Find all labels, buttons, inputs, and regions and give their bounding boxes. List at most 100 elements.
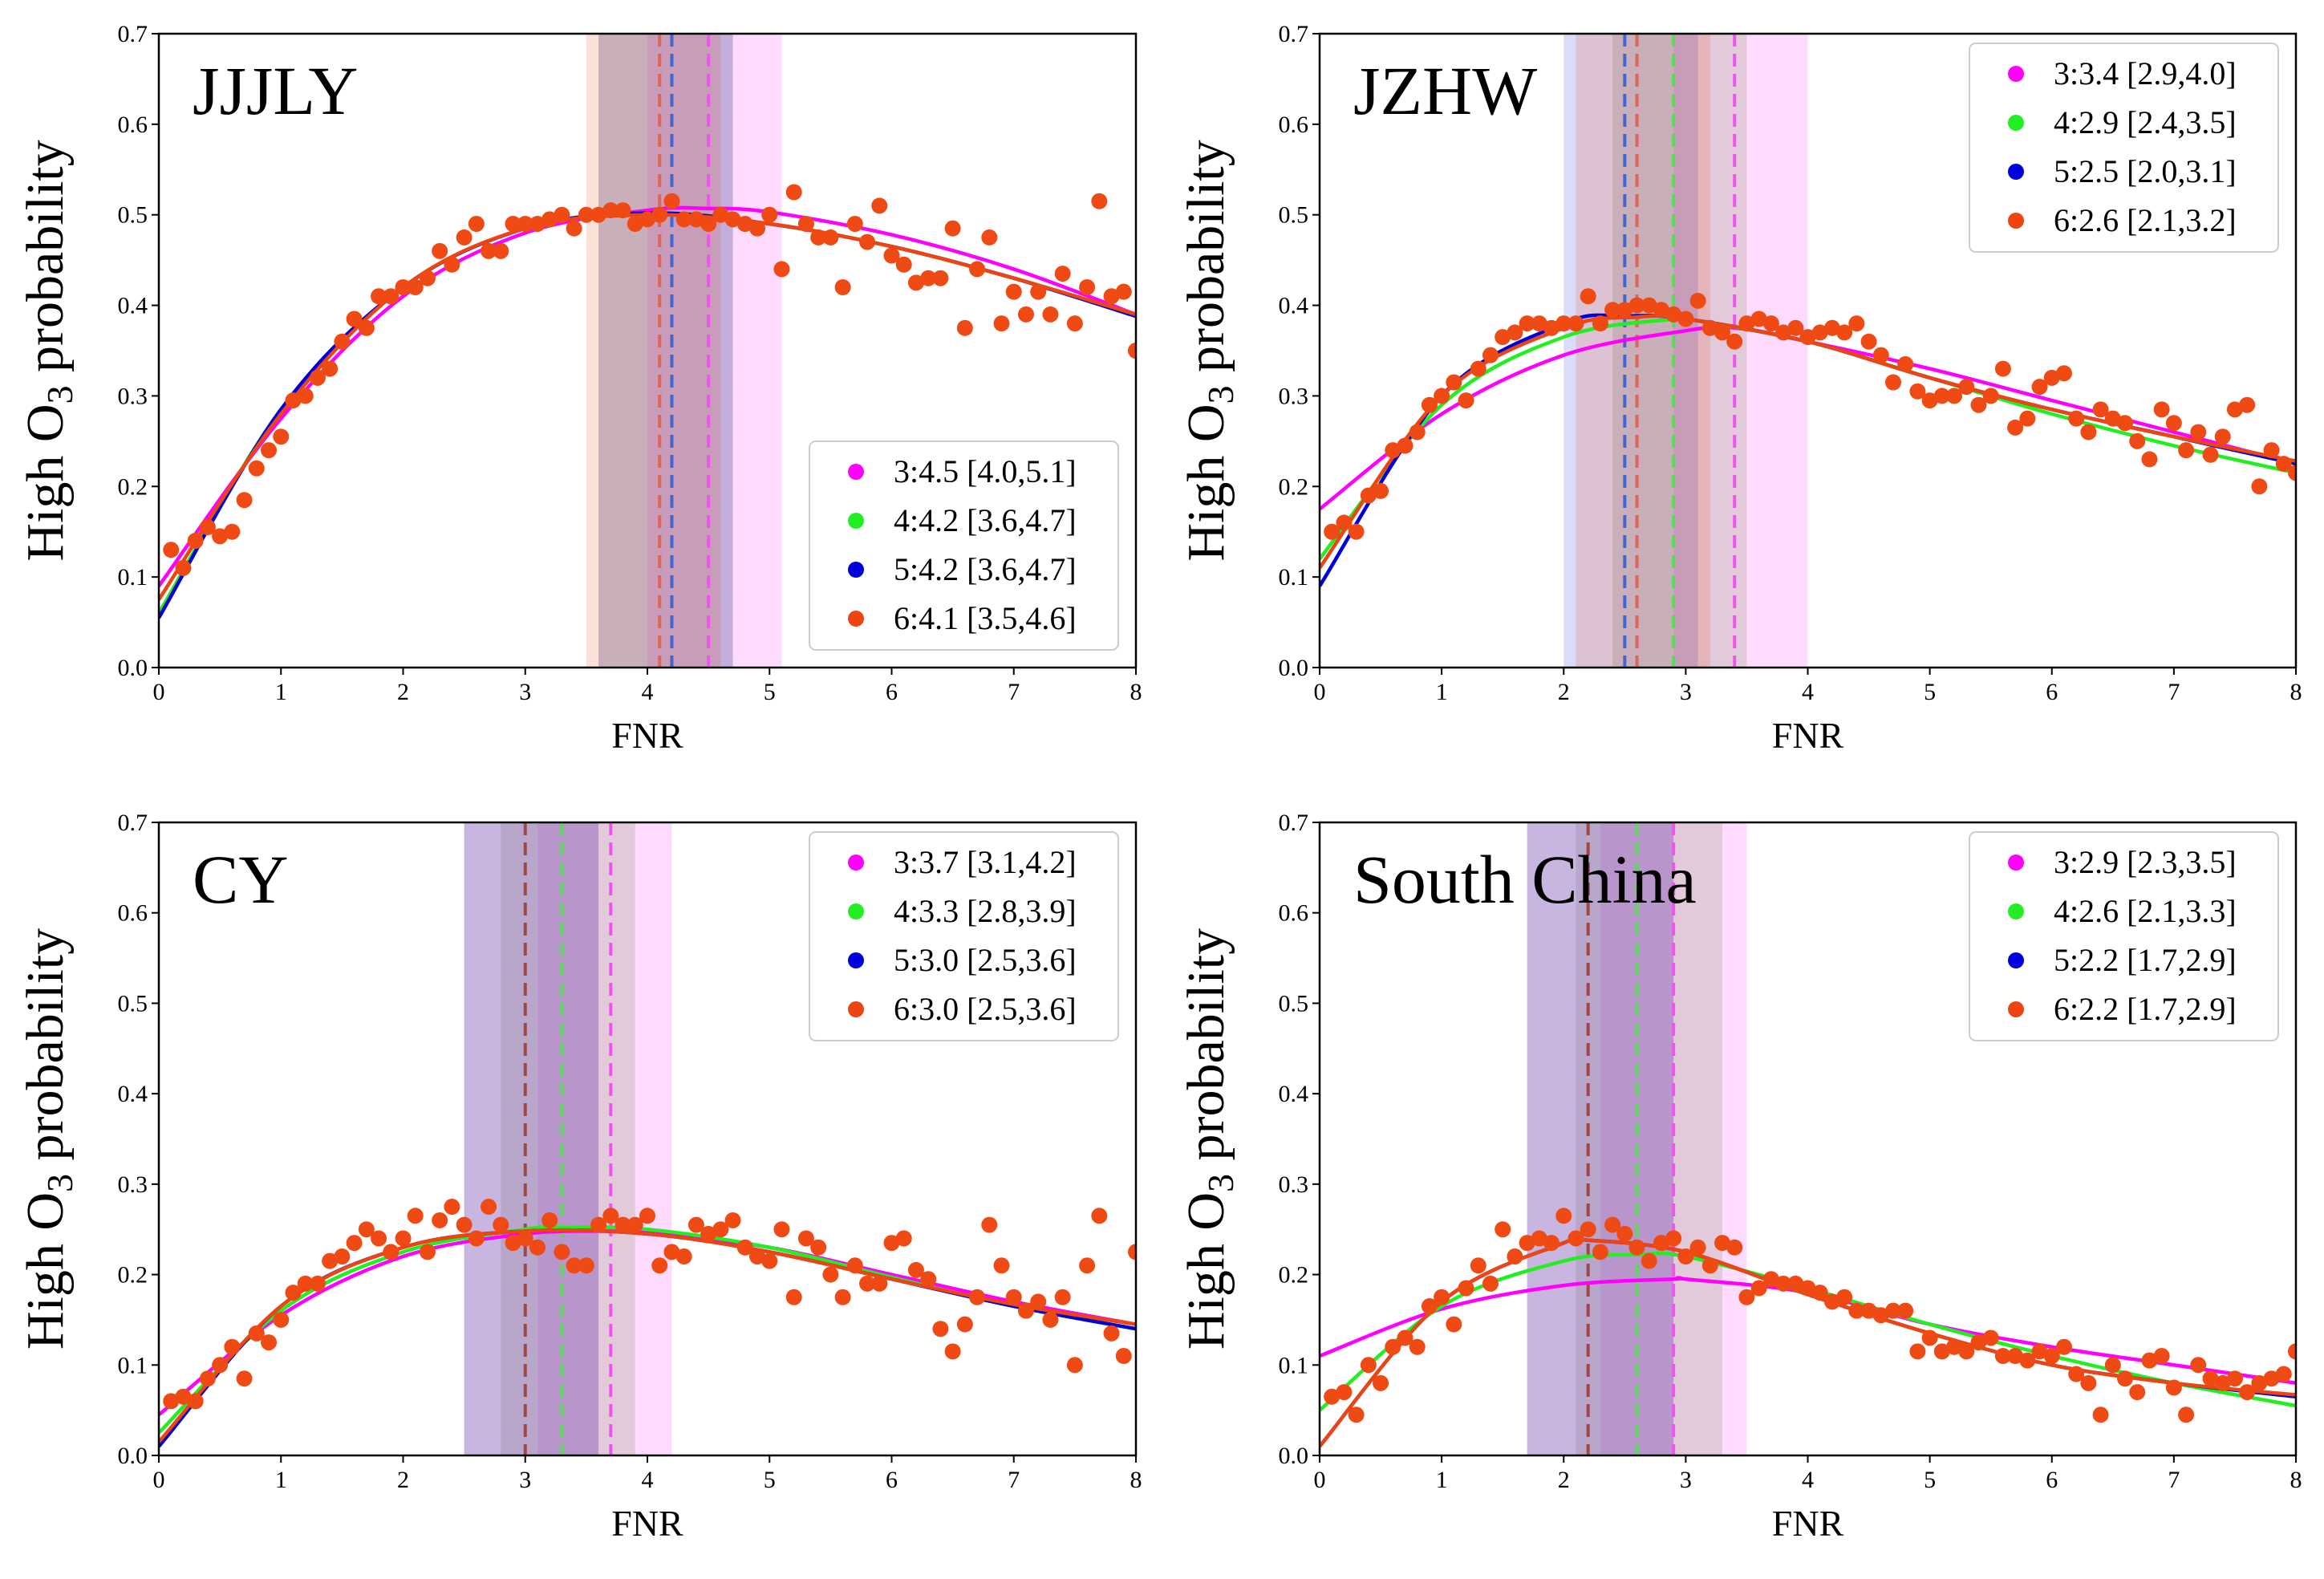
data-point <box>2080 1374 2097 1391</box>
data-point <box>541 1212 558 1228</box>
data-point <box>1665 306 1682 323</box>
data-point <box>187 533 204 549</box>
data-point <box>248 460 265 477</box>
scatter-points <box>163 184 1136 576</box>
x-tick-label: 0 <box>153 1467 165 1493</box>
data-point <box>554 206 570 223</box>
x-tick-label: 1 <box>275 1467 287 1493</box>
data-point <box>932 1321 949 1337</box>
data-point <box>1360 487 1377 504</box>
data-point <box>1726 333 1743 350</box>
data-point <box>1738 315 1755 332</box>
data-point <box>2141 1352 2158 1369</box>
legend-label-6: 6:4.1 [3.5,4.6] <box>894 600 1077 636</box>
data-point <box>285 1285 302 1301</box>
data-point <box>822 1266 839 1283</box>
data-point <box>2129 1384 2146 1401</box>
data-point <box>1958 379 1975 396</box>
ci-band-4 <box>1576 822 1723 1455</box>
legend-marker-6 <box>2008 213 2024 229</box>
y-axis: 0.0 0.1 0.2 0.3 0.4 0.5 0.6 0.7 <box>118 810 159 1469</box>
data-point <box>1507 324 1523 341</box>
y-tick-label: 0.2 <box>1279 473 1309 500</box>
data-point <box>1054 1289 1071 1305</box>
data-point <box>1470 1257 1486 1274</box>
x-tick-label: 4 <box>642 679 654 705</box>
data-point <box>248 1325 265 1342</box>
data-point <box>2117 1370 2134 1387</box>
x-tick-label: 3 <box>1680 679 1692 705</box>
data-point <box>883 1235 900 1252</box>
panel-title: South China <box>1353 841 1697 918</box>
legend-box <box>1969 43 2279 253</box>
data-point <box>334 1248 351 1265</box>
data-point <box>297 388 314 404</box>
data-point <box>481 242 497 259</box>
x-axis: 0 1 2 3 4 5 6 7 8 <box>1314 1455 2302 1493</box>
ci-band-5 <box>598 34 733 668</box>
data-point <box>163 1393 180 1410</box>
data-point <box>1054 266 1071 282</box>
data-point <box>773 1221 790 1238</box>
data-point <box>1128 1244 1136 1260</box>
data-point <box>199 1370 216 1387</box>
ci-band-3 <box>1673 34 1808 668</box>
data-point <box>1836 1289 1853 1305</box>
data-point <box>1982 388 1999 404</box>
data-point <box>1519 315 1535 332</box>
data-point <box>1531 315 1547 332</box>
data-point <box>2239 396 2256 413</box>
data-point <box>371 1230 387 1247</box>
data-point <box>578 1257 594 1274</box>
data-point <box>358 319 375 336</box>
data-point <box>1946 1338 1963 1355</box>
plot-area <box>159 822 1136 1455</box>
data-point <box>285 392 302 409</box>
data-point <box>736 216 753 232</box>
x-tick-label: 4 <box>1802 679 1814 705</box>
data-point <box>1714 1235 1731 1252</box>
x-tick-label: 1 <box>275 679 287 705</box>
y-axis: 0.0 0.1 0.2 0.3 0.4 0.5 0.6 0.7 <box>1279 21 1320 681</box>
data-point <box>969 261 986 278</box>
data-point <box>419 270 436 286</box>
data-point <box>907 274 924 291</box>
legend: 3:3.4 [2.9,4.0] 4:2.9 [2.4,3.5] 5:2.5 [2.0… <box>1969 43 2279 253</box>
data-point <box>712 1221 729 1238</box>
data-point <box>2251 1374 2268 1391</box>
data-point <box>2275 1366 2292 1382</box>
panel-south-china: 0 1 2 3 4 5 6 7 8 0.0 0.1 0.2 0.3 0.4 0.5 0.6 0.7 FNR High… <box>1177 810 2302 1544</box>
legend-marker-3 <box>2008 66 2024 82</box>
x-tick-label: 1 <box>1436 1467 1448 1493</box>
data-point <box>651 206 668 223</box>
data-point <box>1604 302 1621 319</box>
x-tick-label: 3 <box>519 679 531 705</box>
x-tick-label: 0 <box>153 679 165 705</box>
x-tick-label: 7 <box>1008 679 1020 705</box>
x-tick-label: 7 <box>1008 1467 1020 1493</box>
data-point <box>1641 1252 1657 1269</box>
legend-label-4: 4:2.6 [2.1,3.3] <box>2054 893 2237 929</box>
legend-label-4: 4:3.3 [2.8,3.9] <box>894 893 1077 929</box>
legend-marker-6 <box>2008 1001 2024 1017</box>
data-point <box>1933 1343 1950 1360</box>
data-point <box>859 1275 876 1292</box>
y-tick-label: 0.5 <box>118 202 148 229</box>
data-point <box>566 1257 582 1274</box>
data-point <box>749 220 766 237</box>
legend: 3:4.5 [4.0,5.1] 4:4.2 [3.6,4.7] 5:4.2 [3.6… <box>809 440 1119 651</box>
data-point <box>1543 1235 1560 1252</box>
data-point <box>1677 311 1694 327</box>
data-point <box>236 1370 253 1387</box>
data-point <box>1507 1248 1523 1265</box>
data-point <box>432 1212 448 1228</box>
data-point <box>761 206 778 223</box>
data-point <box>1994 1348 2011 1365</box>
x-tick-label: 3 <box>519 1467 531 1493</box>
data-point <box>261 1334 278 1351</box>
data-point <box>187 1393 204 1410</box>
y-tick-label: 0.1 <box>118 1352 148 1378</box>
data-point <box>2251 478 2268 495</box>
data-point <box>627 216 643 232</box>
data-point <box>1066 1357 1083 1374</box>
